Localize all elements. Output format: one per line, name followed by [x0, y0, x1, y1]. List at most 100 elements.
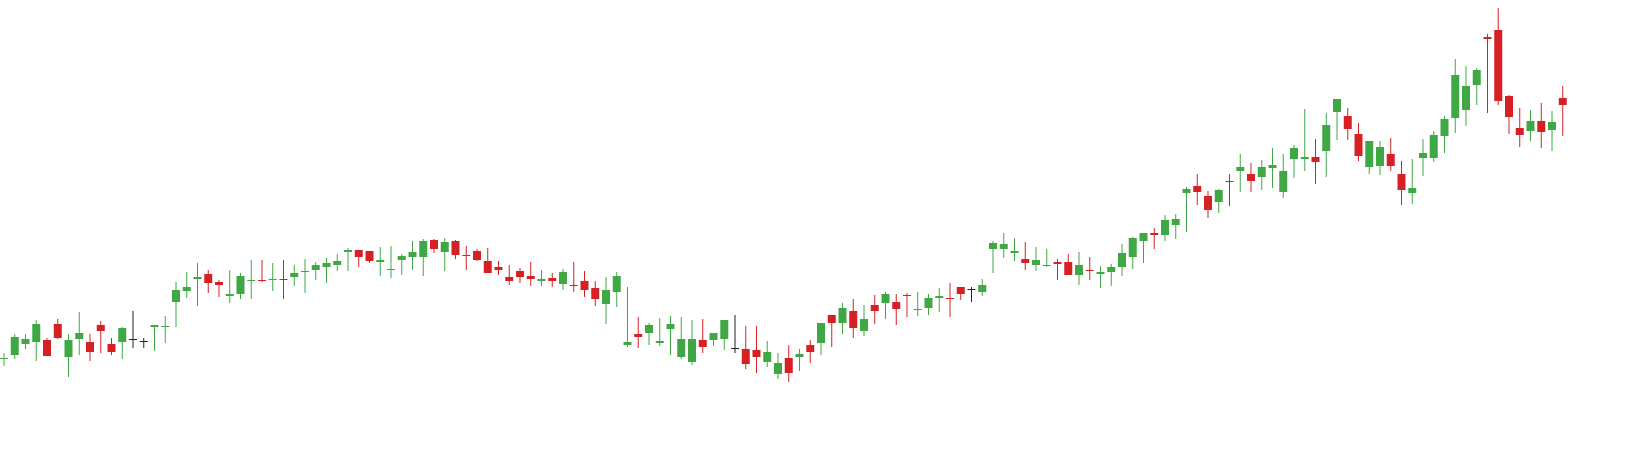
candle-body-up: [21, 339, 30, 344]
candle-body-up: [118, 328, 127, 342]
candle-body-up: [236, 276, 245, 294]
candle-body-up: [268, 279, 277, 280]
candle-body-up: [1462, 86, 1470, 110]
candle-body-up: [666, 324, 675, 329]
candles-group: [0, 8, 1567, 382]
candle-body-up: [978, 285, 987, 292]
candle-body-down: [86, 342, 94, 352]
candle-body-up: [602, 290, 610, 304]
candle-body-up: [161, 326, 170, 327]
candle-body-up: [774, 363, 782, 374]
candle-body-up: [1300, 157, 1309, 159]
candle-body-up: [311, 265, 320, 270]
candle-body-down: [139, 341, 148, 342]
candle-body-down: [258, 280, 266, 281]
candle-body-down: [215, 282, 223, 285]
candle-body-up: [419, 241, 428, 257]
candle-body-up: [1548, 122, 1556, 130]
candle-body-up: [1322, 125, 1331, 151]
candle-body-up: [537, 279, 546, 281]
candle-body-up: [612, 276, 621, 292]
candle-body-down: [1343, 116, 1352, 129]
candle-body-down: [1483, 37, 1492, 39]
candle-body-up: [408, 252, 417, 257]
candle-body-down: [1354, 134, 1363, 156]
candle-body-down: [1150, 233, 1159, 235]
candle-body-up: [817, 323, 825, 343]
candle-body-up: [795, 354, 804, 357]
candle-body-up: [1419, 153, 1427, 158]
candle-body-down: [698, 340, 707, 347]
candle-body-down: [451, 241, 460, 255]
candle-body-up: [1236, 167, 1245, 171]
candle-body-up: [1472, 70, 1481, 85]
candle-body-up: [322, 263, 331, 267]
candle-body-down: [1494, 30, 1503, 101]
candle-body-down: [569, 285, 578, 286]
candle-body-down: [1085, 270, 1094, 271]
candle-body-up: [1365, 141, 1374, 167]
candle-body-down: [634, 334, 643, 337]
candle-body-up: [1075, 265, 1083, 275]
candle-body-up: [838, 308, 847, 323]
candle-body-down: [1537, 121, 1546, 132]
candle-body-up: [64, 340, 73, 357]
candle-body-down: [870, 305, 879, 311]
candle-body-down: [731, 348, 739, 349]
candle-body-up: [1333, 99, 1341, 112]
candle-body-up: [1182, 189, 1191, 193]
candle-body-down: [473, 251, 481, 260]
candle-body-down: [1204, 196, 1212, 210]
candle-body-down: [548, 278, 557, 281]
candle-body-up: [645, 325, 653, 333]
candle-body-up: [763, 352, 772, 362]
candle-body-down: [43, 340, 51, 356]
candle-body-up: [376, 260, 385, 262]
candle-body-up: [1376, 147, 1384, 166]
candle-body-up: [1408, 188, 1417, 193]
candle-body-up: [1279, 171, 1288, 192]
candle-body-down: [956, 287, 965, 294]
candle-body-up: [193, 277, 202, 279]
candle-body-up: [1451, 75, 1460, 118]
candle-body-up: [1107, 267, 1116, 272]
candle-body-down: [752, 350, 761, 357]
candle-body-up: [397, 256, 406, 260]
candle-body-down: [967, 289, 976, 290]
candle-body-up: [301, 271, 309, 272]
candle-body-up: [1257, 167, 1266, 177]
candle-body-down: [204, 274, 213, 283]
candle-body-down: [827, 315, 836, 323]
candle-body-down: [1225, 181, 1234, 182]
candle-body-up: [10, 337, 19, 355]
candle-body-down: [806, 345, 815, 352]
candle-body-up: [225, 294, 234, 296]
candle-body-down: [354, 250, 363, 257]
candle-body-up: [860, 319, 868, 331]
candle-body-up: [1161, 220, 1169, 235]
candle-body-up: [1032, 260, 1040, 265]
candle-body-up: [1171, 219, 1180, 225]
candle-body-up: [999, 244, 1008, 249]
candle-body-up: [924, 298, 933, 308]
candle-body-up: [247, 280, 256, 281]
candle-body-down: [365, 251, 374, 261]
candle-body-down: [1311, 157, 1320, 162]
candle-body-down: [784, 358, 793, 373]
candle-body-down: [1386, 154, 1395, 166]
candle-body-down: [1505, 96, 1513, 117]
candle-body-down: [1247, 174, 1255, 181]
candle-body-down: [462, 255, 471, 256]
candle-body-up: [32, 324, 41, 342]
candle-body-up: [333, 261, 342, 265]
candle-body-up: [1214, 190, 1223, 202]
candle-body-down: [505, 277, 514, 281]
candle-body-up: [1429, 135, 1438, 158]
candle-body-up: [1290, 148, 1298, 159]
candle-body-up: [182, 287, 191, 291]
candle-body-up: [688, 339, 696, 362]
candle-body-down: [430, 240, 438, 249]
candle-body-up: [1096, 272, 1105, 274]
